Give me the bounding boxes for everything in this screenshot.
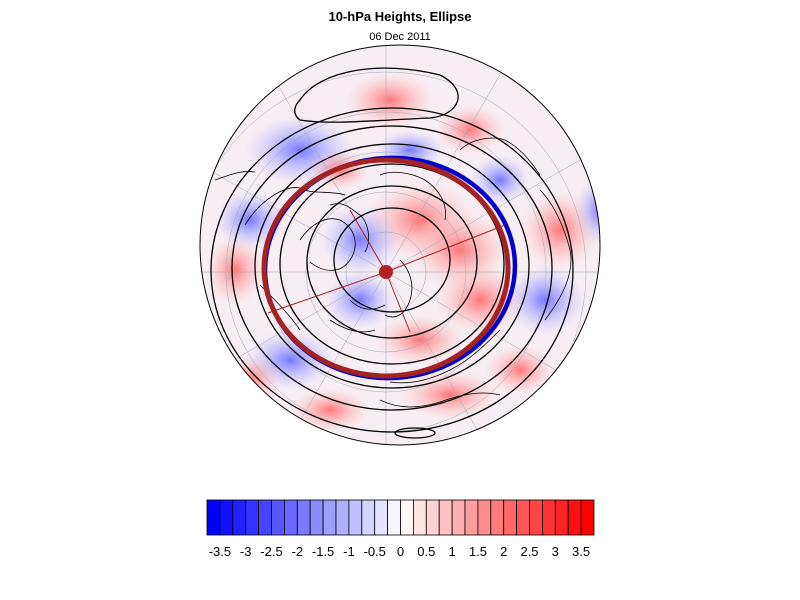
colorbar-tick-label: -1.5 bbox=[311, 544, 335, 559]
colorbar-box bbox=[374, 499, 389, 536]
colorbar-tick-label: 3 bbox=[551, 544, 559, 559]
colorbar-box bbox=[567, 499, 582, 536]
colorbar-box bbox=[503, 499, 518, 536]
colorbar-box bbox=[542, 499, 556, 536]
colorbar-tick-label: 0 bbox=[396, 544, 405, 559]
colorbar-box bbox=[245, 499, 259, 536]
map-date: 06 Dec 2011 bbox=[369, 31, 431, 43]
colorbar-box bbox=[412, 499, 427, 536]
colorbar-tick-label: -3.5 bbox=[208, 544, 232, 559]
colorbar-tick-label: -1 bbox=[343, 544, 355, 559]
colorbar-box bbox=[516, 499, 530, 536]
colorbar-tick-label: 2.5 bbox=[520, 544, 539, 559]
colorbar-box bbox=[400, 499, 414, 536]
colorbar-box bbox=[438, 499, 453, 536]
colorbar-box bbox=[283, 499, 298, 536]
colorbar-box bbox=[206, 499, 221, 536]
colorbar-box bbox=[322, 499, 337, 536]
colorbar-box bbox=[335, 499, 350, 536]
colorbar-tick-label: -2.5 bbox=[260, 544, 283, 559]
colorbar-box bbox=[554, 499, 569, 536]
colorbar-box bbox=[529, 499, 543, 536]
anomaly-field bbox=[200, 45, 600, 445]
colorbar-box bbox=[387, 499, 401, 536]
map-title: 10-hPa Heights, Ellipse bbox=[328, 9, 472, 24]
colorbar-box bbox=[580, 499, 595, 536]
colorbar-box bbox=[309, 499, 324, 536]
colorbar-box bbox=[425, 499, 440, 536]
colorbar-tick-label: 2 bbox=[500, 544, 508, 559]
colorbar-tick-label: 3.5 bbox=[572, 544, 591, 559]
colorbar-box bbox=[258, 499, 272, 536]
colorbar-tick-label: -2 bbox=[291, 544, 304, 559]
colorbar-tick-label: 1.5 bbox=[468, 544, 487, 559]
vortex-ellipse bbox=[261, 155, 518, 381]
colorbar-tick-label: -0.5 bbox=[363, 544, 386, 559]
colorbar-box bbox=[232, 499, 247, 536]
colorbar-box bbox=[271, 499, 285, 536]
colorbar-box bbox=[219, 499, 234, 536]
map-boundary bbox=[199, 44, 601, 446]
colorbar-box bbox=[464, 499, 479, 536]
colorbar-tick-label: 0.5 bbox=[417, 544, 436, 559]
colorbar-tick-label: 1 bbox=[448, 544, 456, 559]
colorbar-box bbox=[361, 499, 376, 536]
colorbar-box bbox=[451, 499, 466, 536]
colorbar-box bbox=[296, 499, 311, 536]
colorbar-box bbox=[348, 499, 363, 536]
height-contours bbox=[210, 67, 574, 439]
ellipse-axes bbox=[267, 209, 506, 333]
colorbar-box bbox=[490, 499, 505, 536]
colorbar-box bbox=[477, 499, 492, 536]
polar-stereographic-map bbox=[199, 44, 601, 446]
colorbar-tick-label: -3 bbox=[239, 544, 252, 559]
vortex-center-marker bbox=[379, 265, 393, 279]
